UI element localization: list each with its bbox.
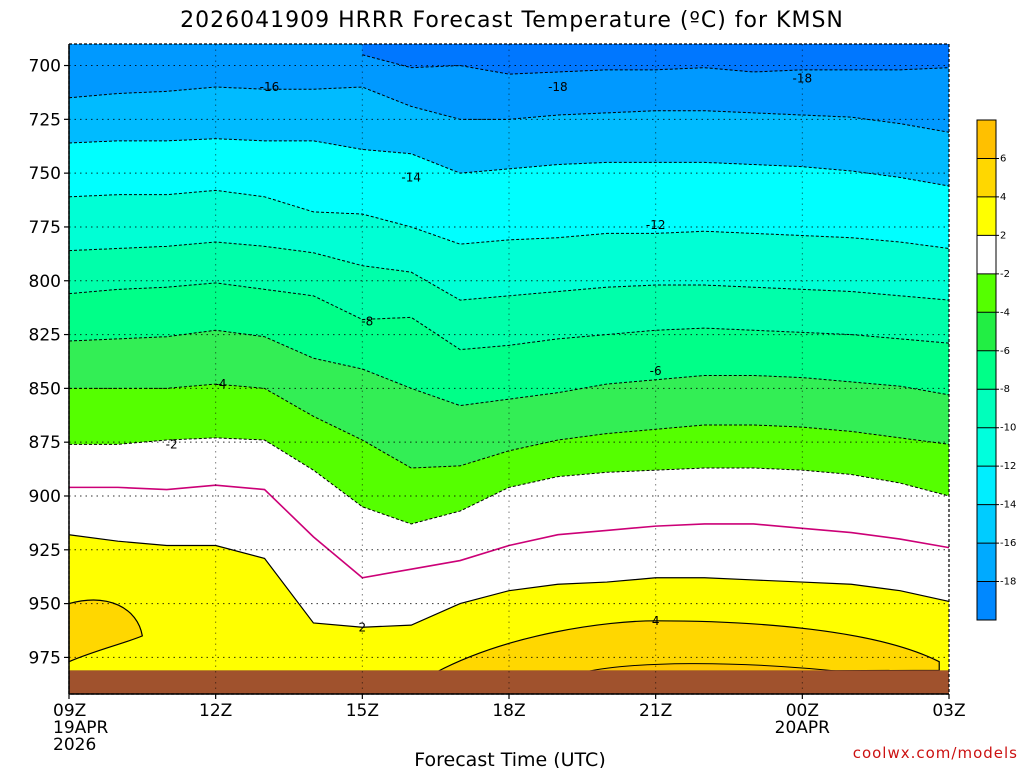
fill-band-6-plus [582,663,852,673]
x-tick-date: 19APR [53,718,109,738]
x-axis-label: Forecast Time (UTC) [414,749,605,768]
contour-label: -18 [548,80,568,94]
contour-label: -8 [361,315,373,329]
credit-link[interactable]: coolwx.com/models [853,744,1018,762]
x-tick-label: 00Z [786,701,819,721]
fill-band-4-6-west [68,599,144,663]
colorbar-label: -4 [1000,307,1010,318]
y-tick-label: 975 [29,648,61,668]
colorbar-label: 6 [1000,153,1006,164]
chart-title: 2026041909 HRRR Forecast Temperature (ºC… [180,8,844,33]
contour-label: -2 [166,437,178,451]
fill-band-4-6-east [435,620,940,674]
y-tick-label: 925 [29,541,61,561]
colorbar-swatch [977,196,996,236]
y-tick-label: 950 [29,595,61,615]
contour-label: 2 [359,620,367,634]
colorbar-swatch [977,312,996,351]
contour-label: -16 [260,80,280,94]
y-tick-label: 700 [29,57,61,77]
y-tick-label: 725 [29,110,61,130]
x-tick-label: 18Z [492,701,525,721]
contour-line-m2 [69,437,950,525]
colorbar-swatch [977,504,996,544]
colorbar-label: -6 [1000,346,1010,357]
contour-label: 4 [652,614,660,628]
y-tick-label: 875 [29,433,61,453]
x-tick-label: 03Z [932,701,965,721]
y-tick-label: 800 [29,272,61,292]
contour-line-m18 [362,54,950,75]
grid-lines [69,44,949,694]
colorbar-frame [976,119,997,621]
contour-label: -14 [401,170,421,184]
colorbar-swatch [977,273,996,313]
colorbar-label: -10 [1000,423,1016,434]
colorbar-swatch [977,466,996,505]
colorbar-label: -16 [1000,538,1016,549]
contour-line-m12 [68,189,950,249]
x-tick-label: 15Z [346,701,379,721]
x-tick-label: 21Z [639,701,672,721]
colorbar-swatch [977,389,996,428]
contour-label: -4 [215,377,227,391]
colorbar-label: 4 [1000,192,1006,203]
colorbar-label: -12 [1000,461,1016,472]
colorbar-label: -2 [1000,269,1010,280]
axes: 70072575077580082585087590092595097509Z1… [29,43,966,755]
y-tick-label: 850 [29,379,61,399]
colorbar-swatch [977,235,996,274]
colorbar-swatch [977,581,996,620]
colorbar-swatch [977,543,996,582]
colorbar-label: -18 [1000,577,1016,588]
contour-line-m8 [68,282,950,351]
contour-labels: -16 -18 -18 -14 -12 -8 -6 -4 -2 2 4 [166,71,813,634]
colorbar-label: -8 [1000,384,1010,395]
contour-label: -18 [793,71,813,85]
colorbar-legend: 6 4 2 -2 -4 -6 -8 -10 -12 -14 -16 -18 [976,119,1016,621]
y-tick-label: 775 [29,218,61,238]
x-tick-year: 2026 [53,735,96,755]
colorbar-swatch [977,158,996,197]
colorbar-label: 2 [1000,230,1006,241]
colorbar-label: -14 [1000,500,1016,511]
contour-label: -6 [650,364,662,378]
y-tick-label: 750 [29,164,61,184]
y-tick-label: 825 [29,326,61,346]
colorbar-swatch [977,120,996,159]
colorbar-swatch [977,427,996,467]
x-tick-label: 09Z [53,701,86,721]
colorbar-swatch [977,350,996,390]
x-tick-date: 20APR [775,718,831,738]
y-tick-label: 900 [29,487,61,507]
contour-label: -12 [646,218,666,232]
contour-line-m4 [69,383,950,469]
x-tick-label: 12Z [199,701,232,721]
